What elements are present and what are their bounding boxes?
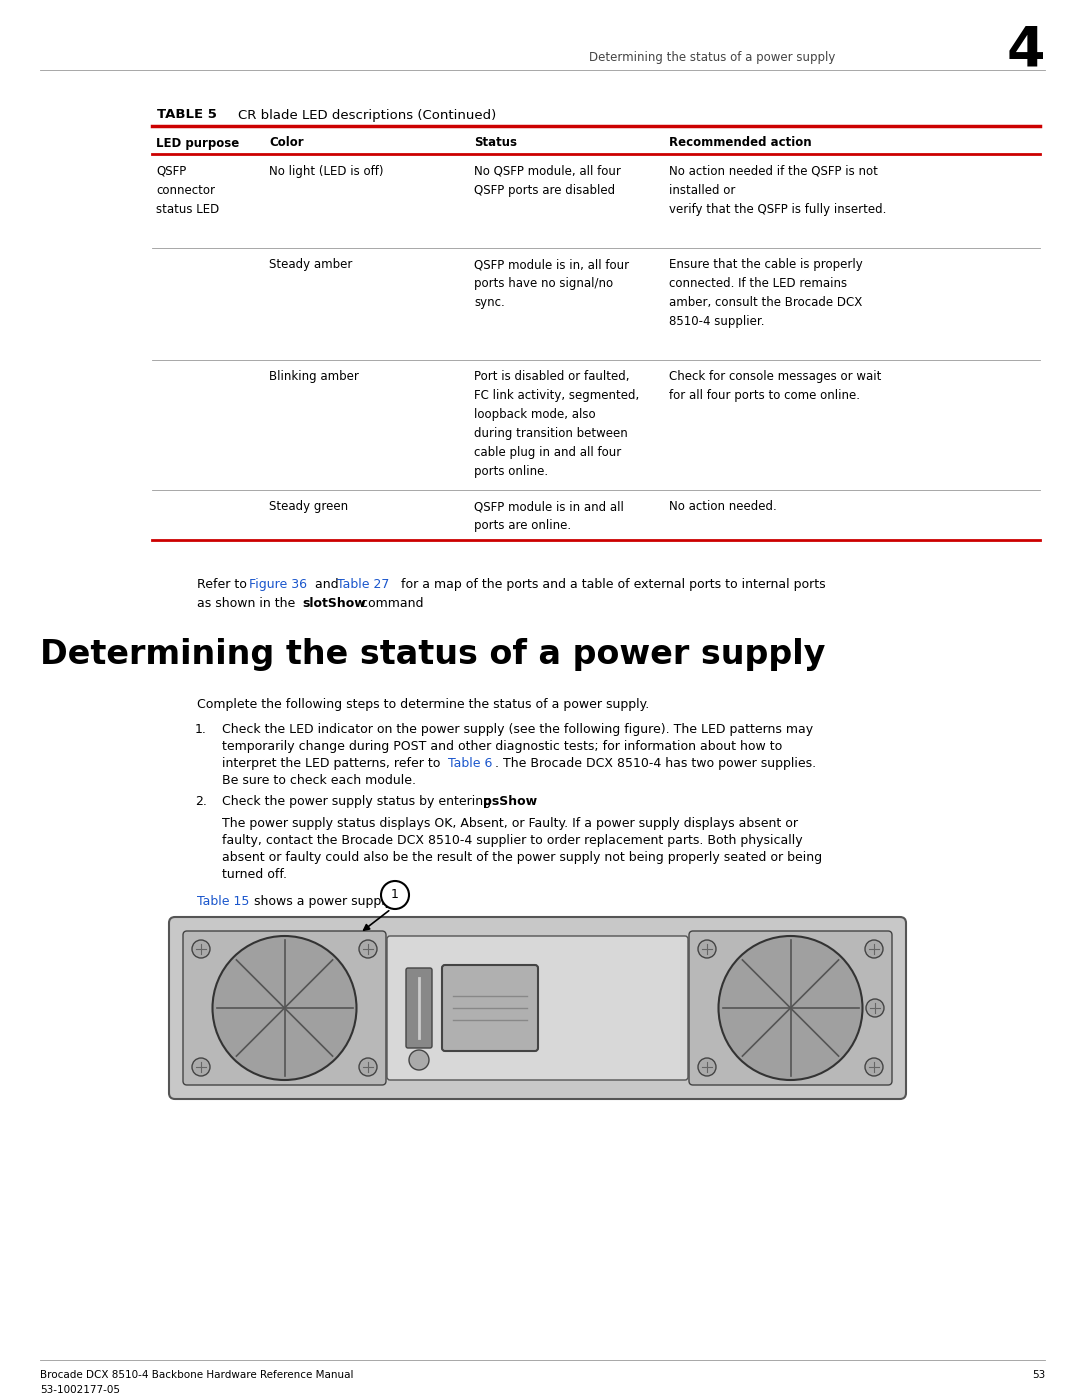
- Text: Refer to: Refer to: [197, 578, 251, 591]
- Text: TABLE 5: TABLE 5: [157, 109, 217, 122]
- Text: QSFP module is in and all
ports are online.: QSFP module is in and all ports are onli…: [474, 500, 624, 532]
- Text: for a map of the ports and a table of external ports to internal ports: for a map of the ports and a table of ex…: [397, 578, 825, 591]
- Text: 4: 4: [1007, 22, 1045, 77]
- Text: No action needed.: No action needed.: [669, 500, 777, 513]
- Text: Determining the status of a power supply: Determining the status of a power supply: [589, 52, 835, 64]
- Text: Check the power supply status by entering: Check the power supply status by enterin…: [222, 795, 495, 807]
- Circle shape: [359, 1058, 377, 1076]
- Circle shape: [192, 940, 210, 958]
- Circle shape: [718, 936, 863, 1080]
- Text: . The Brocade DCX 8510-4 has two power supplies.: . The Brocade DCX 8510-4 has two power s…: [495, 757, 816, 770]
- FancyBboxPatch shape: [406, 968, 432, 1048]
- FancyBboxPatch shape: [387, 936, 688, 1080]
- Text: interpret the LED patterns, refer to: interpret the LED patterns, refer to: [222, 757, 444, 770]
- Text: No action needed if the QSFP is not
installed or
verify that the QSFP is fully i: No action needed if the QSFP is not inst…: [669, 165, 887, 217]
- Text: 53: 53: [1031, 1370, 1045, 1380]
- Circle shape: [865, 1058, 883, 1076]
- Circle shape: [192, 1058, 210, 1076]
- FancyBboxPatch shape: [183, 930, 386, 1085]
- Text: No QSFP module, all four
QSFP ports are disabled: No QSFP module, all four QSFP ports are …: [474, 165, 621, 197]
- Text: 2.: 2.: [195, 795, 207, 807]
- Text: command: command: [357, 597, 423, 610]
- Circle shape: [698, 940, 716, 958]
- Text: Brocade DCX 8510-4 Backbone Hardware Reference Manual
53-1002177-05: Brocade DCX 8510-4 Backbone Hardware Ref…: [40, 1370, 353, 1394]
- Text: Figure 36: Figure 36: [249, 578, 307, 591]
- Circle shape: [409, 1051, 429, 1070]
- Text: QSFP module is in, all four
ports have no signal/no
sync.: QSFP module is in, all four ports have n…: [474, 258, 630, 309]
- Text: and: and: [311, 578, 342, 591]
- Text: absent or faulty could also be the result of the power supply not being properly: absent or faulty could also be the resul…: [222, 851, 822, 863]
- Text: The power supply status displays OK, Absent, or Faulty. If a power supply displa: The power supply status displays OK, Abs…: [222, 817, 798, 830]
- Text: 1: 1: [391, 888, 399, 901]
- Text: CR blade LED descriptions (Continued): CR blade LED descriptions (Continued): [238, 109, 496, 122]
- Text: Steady green: Steady green: [269, 500, 348, 513]
- Text: Complete the following steps to determine the status of a power supply.: Complete the following steps to determin…: [197, 698, 649, 711]
- Text: QSFP
connector
status LED: QSFP connector status LED: [156, 165, 219, 217]
- FancyBboxPatch shape: [689, 930, 892, 1085]
- Text: psShow: psShow: [483, 795, 537, 807]
- Text: Color: Color: [269, 137, 303, 149]
- Text: Table 6: Table 6: [448, 757, 492, 770]
- Text: 1.: 1.: [195, 724, 207, 736]
- Text: Blinking amber: Blinking amber: [269, 370, 359, 383]
- Text: Table 27: Table 27: [337, 578, 390, 591]
- Text: Port is disabled or faulted,
FC link activity, segmented,
loopback mode, also
du: Port is disabled or faulted, FC link act…: [474, 370, 639, 478]
- Circle shape: [866, 999, 885, 1017]
- Text: LED purpose: LED purpose: [156, 137, 240, 149]
- Circle shape: [381, 882, 409, 909]
- FancyBboxPatch shape: [442, 965, 538, 1051]
- Text: Recommended action: Recommended action: [669, 137, 812, 149]
- Text: temporarily change during POST and other diagnostic tests; for information about: temporarily change during POST and other…: [222, 740, 782, 753]
- Circle shape: [698, 1058, 716, 1076]
- Text: slotShow: slotShow: [302, 597, 366, 610]
- Circle shape: [359, 940, 377, 958]
- Text: Ensure that the cable is properly
connected. If the LED remains
amber, consult t: Ensure that the cable is properly connec…: [669, 258, 863, 328]
- Text: Table 15: Table 15: [197, 895, 249, 908]
- Text: Status: Status: [474, 137, 517, 149]
- Circle shape: [213, 936, 356, 1080]
- Text: No light (LED is off): No light (LED is off): [269, 165, 383, 177]
- Text: Determining the status of a power supply: Determining the status of a power supply: [40, 638, 825, 671]
- Text: turned off.: turned off.: [222, 868, 287, 882]
- Text: Be sure to check each module.: Be sure to check each module.: [222, 774, 416, 787]
- FancyBboxPatch shape: [168, 916, 906, 1099]
- Text: Steady amber: Steady amber: [269, 258, 352, 271]
- Text: Check for console messages or wait
for all four ports to come online.: Check for console messages or wait for a…: [669, 370, 881, 402]
- Text: as shown in the: as shown in the: [197, 597, 299, 610]
- Text: faulty, contact the Brocade DCX 8510-4 supplier to order replacement parts. Both: faulty, contact the Brocade DCX 8510-4 s…: [222, 834, 802, 847]
- Text: .: .: [527, 795, 531, 807]
- Text: Check the LED indicator on the power supply (see the following figure). The LED : Check the LED indicator on the power sup…: [222, 724, 813, 736]
- Text: shows a power supply.: shows a power supply.: [249, 895, 394, 908]
- Circle shape: [865, 940, 883, 958]
